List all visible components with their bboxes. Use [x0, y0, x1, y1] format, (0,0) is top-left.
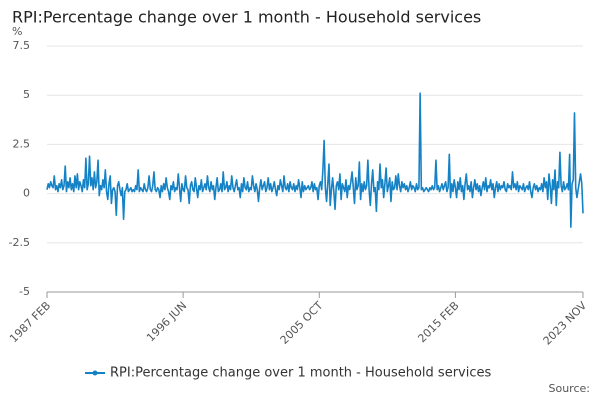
x-tick-label: 1987 FEB	[7, 299, 53, 345]
legend-marker	[92, 370, 98, 376]
y-tick-label: 0	[23, 187, 30, 200]
y-tick-label: -5	[19, 285, 30, 298]
series-line	[46, 92, 584, 228]
y-tick-label: 7.5	[13, 39, 31, 52]
x-tick-label: 1996 JUN	[144, 299, 189, 344]
y-tick-label: 2.5	[13, 137, 31, 150]
x-tick-label: 2023 NOV	[541, 299, 590, 348]
x-tick-label: 2015 FEB	[415, 299, 461, 345]
chart-title: RPI:Percentage change over 1 month - Hou…	[12, 8, 481, 27]
y-tick-label: -2.5	[9, 236, 30, 249]
x-tick-label: 2005 OCT	[278, 299, 326, 347]
source: Source:	[549, 382, 591, 395]
y-tick-label: 5	[23, 88, 30, 101]
legend-label: RPI:Percentage change over 1 month - Hou…	[110, 366, 491, 381]
y-axis-unit: %	[12, 25, 22, 38]
